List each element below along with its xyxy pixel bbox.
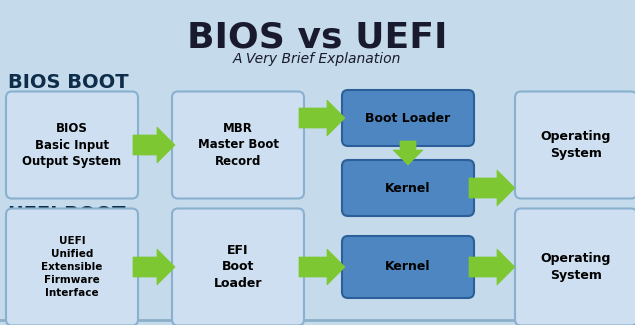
Polygon shape	[133, 127, 175, 163]
Text: MBR
Master Boot
Record: MBR Master Boot Record	[197, 122, 279, 168]
Polygon shape	[469, 170, 515, 206]
Polygon shape	[393, 141, 423, 165]
Text: BIOS BOOT: BIOS BOOT	[8, 73, 129, 92]
Text: Operating
System: Operating System	[541, 130, 611, 160]
Text: Boot Loader: Boot Loader	[365, 111, 451, 124]
Text: EFI
Boot
Loader: EFI Boot Loader	[214, 244, 262, 290]
Text: UEFI BOOT: UEFI BOOT	[8, 205, 126, 224]
FancyBboxPatch shape	[6, 92, 138, 199]
Polygon shape	[133, 249, 175, 285]
Polygon shape	[299, 249, 345, 285]
FancyBboxPatch shape	[515, 209, 635, 325]
Text: A Very Brief Explanation: A Very Brief Explanation	[233, 52, 401, 66]
Polygon shape	[469, 249, 515, 285]
Polygon shape	[299, 100, 345, 136]
FancyBboxPatch shape	[172, 209, 304, 325]
FancyBboxPatch shape	[342, 160, 474, 216]
FancyBboxPatch shape	[515, 92, 635, 199]
Text: Operating
System: Operating System	[541, 252, 611, 282]
Text: BIOS
Basic Input
Output System: BIOS Basic Input Output System	[22, 122, 121, 168]
FancyBboxPatch shape	[6, 209, 138, 325]
Text: BIOS vs UEFI: BIOS vs UEFI	[187, 20, 447, 54]
Text: UEFI
Unified
Extensible
Firmware
Interface: UEFI Unified Extensible Firmware Interfa…	[41, 236, 103, 298]
FancyBboxPatch shape	[342, 90, 474, 146]
FancyBboxPatch shape	[172, 92, 304, 199]
Text: Kernel: Kernel	[385, 261, 431, 274]
FancyBboxPatch shape	[342, 236, 474, 298]
Text: Kernel: Kernel	[385, 181, 431, 194]
